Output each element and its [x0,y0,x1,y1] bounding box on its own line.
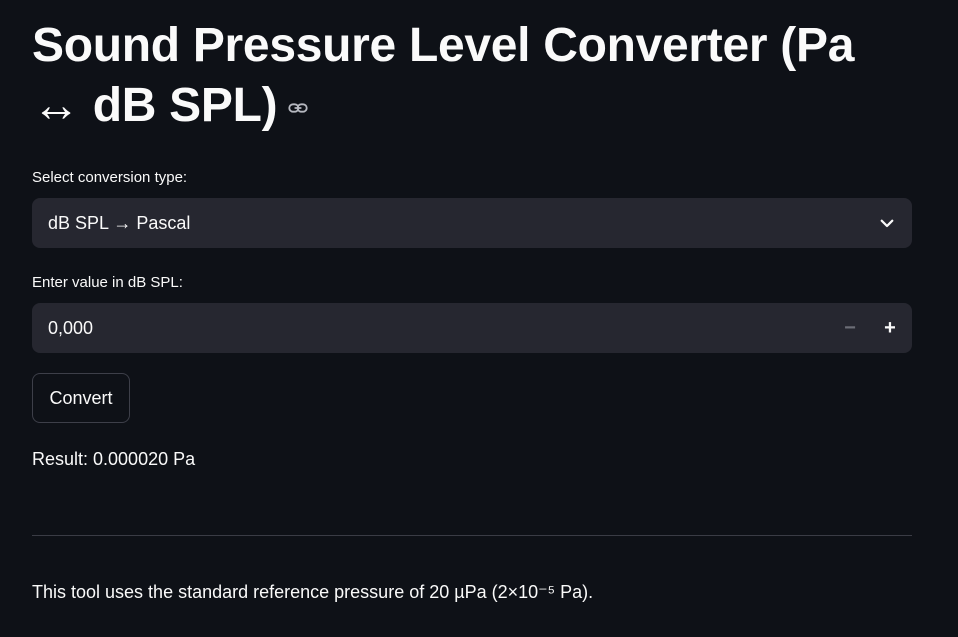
chevron-down-icon[interactable] [878,214,896,232]
page-title: Sound Pressure Level Converter (Pa ↔ dB … [32,0,912,136]
db-value-stepper: − + [32,303,912,353]
decrement-button[interactable]: − [844,316,856,339]
increment-button[interactable]: + [884,316,896,339]
conversion-type-select[interactable]: dB SPL → Pascal [32,198,912,248]
db-value-input[interactable] [32,303,812,353]
page-title-text: Sound Pressure Level Converter (Pa ↔ dB … [32,19,855,132]
db-value-label: Enter value in dB SPL: [32,274,183,291]
main-container: Sound Pressure Level Converter (Pa ↔ dB … [32,0,912,602]
conversion-type-value: dB SPL → Pascal [48,213,191,233]
result-text: Result: 0.000020 Pa [32,449,196,469]
reference-pressure-note: This tool uses the standard reference pr… [32,582,594,602]
conversion-type-label: Select conversion type: [32,169,188,186]
divider [32,535,912,536]
convert-button[interactable]: Convert [32,373,130,423]
link-icon[interactable] [287,97,309,119]
